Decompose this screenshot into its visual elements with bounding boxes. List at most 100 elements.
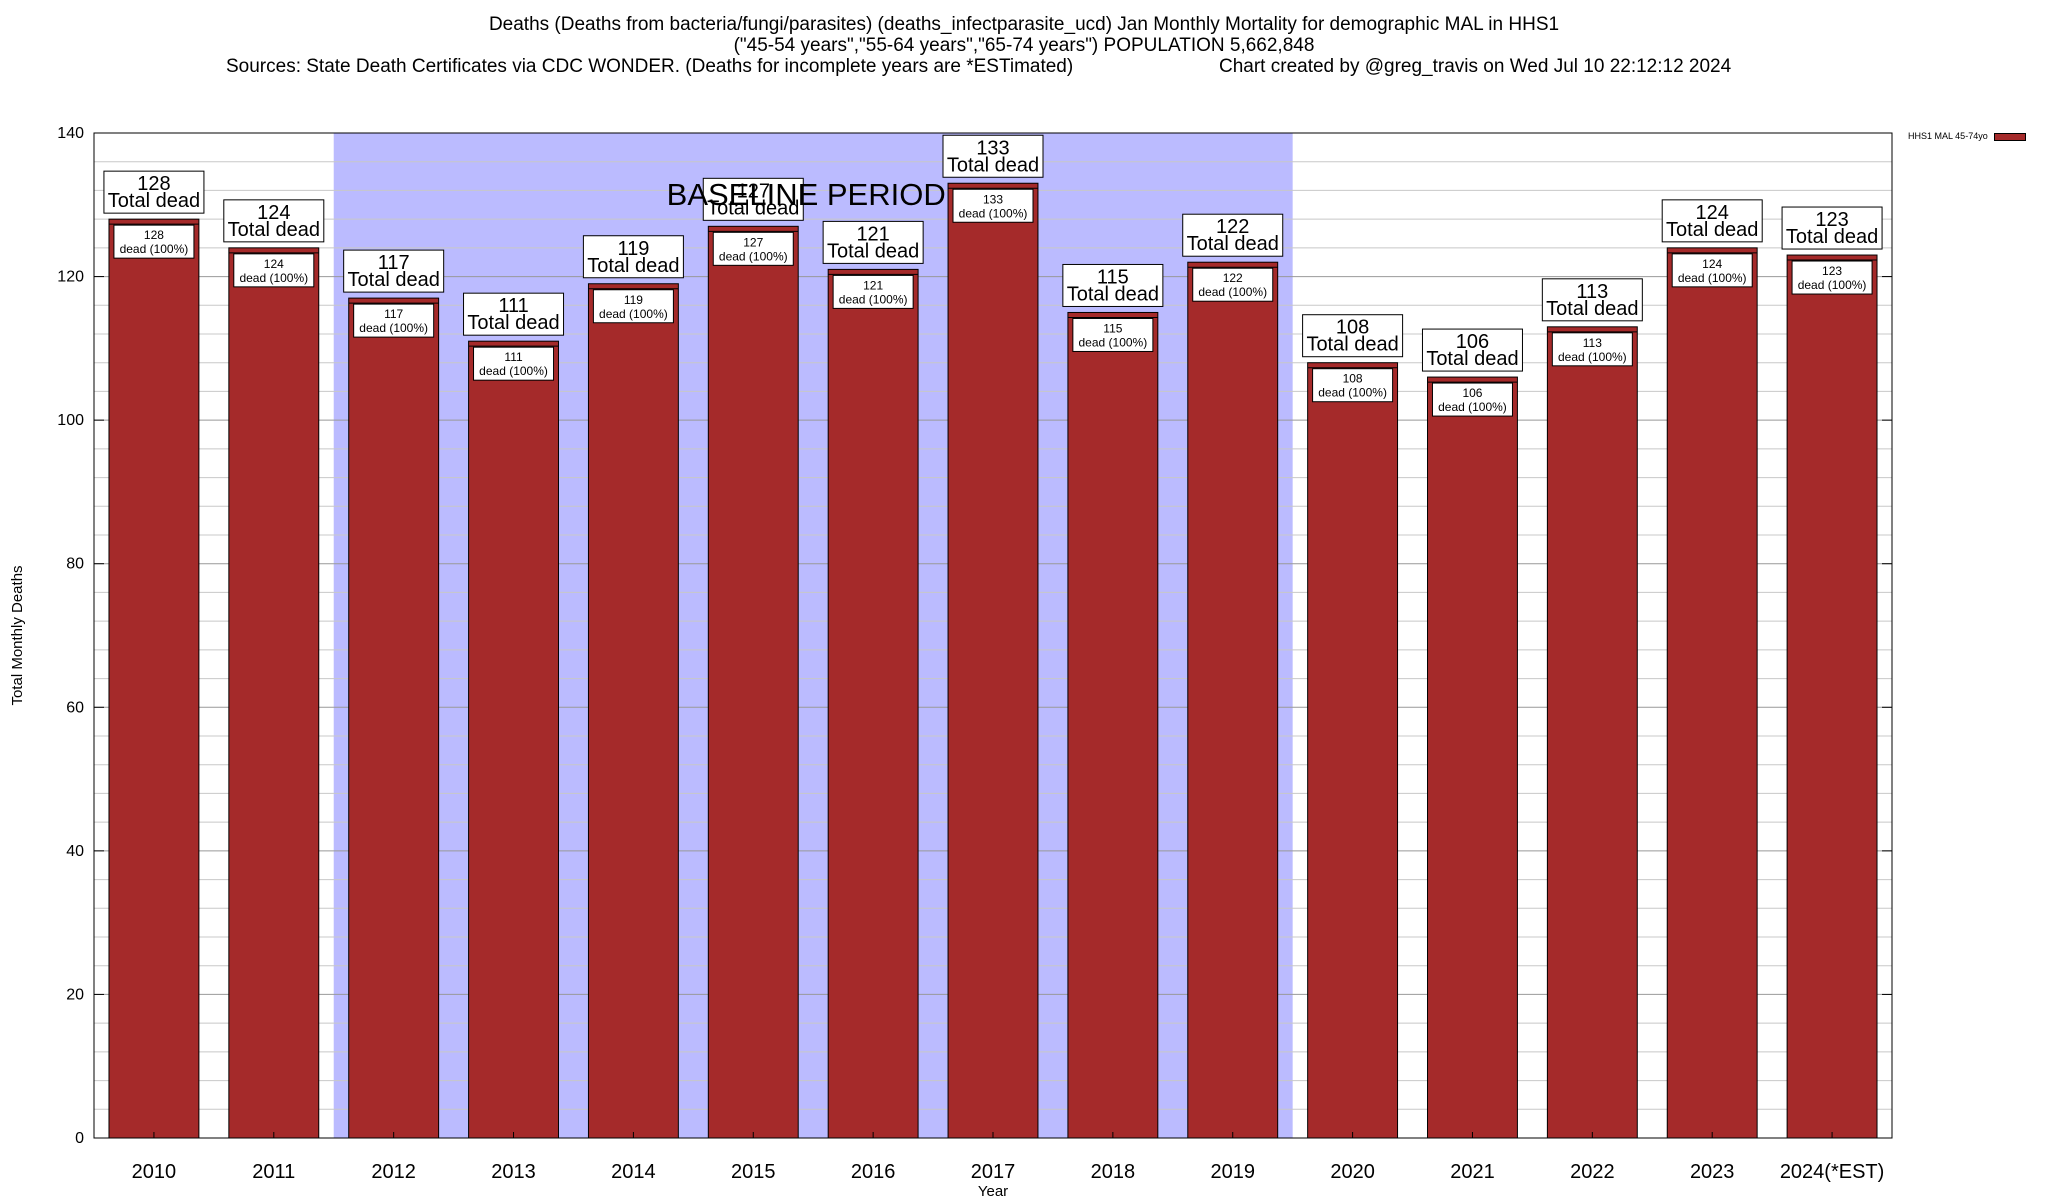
x-tick-label: 2014 bbox=[611, 1161, 656, 1183]
bar-total-text-label: Total dead bbox=[827, 240, 919, 262]
chart-source: Sources: State Death Certificates via CD… bbox=[226, 56, 1074, 77]
source-line: Sources: State Death Certificates via CD… bbox=[0, 56, 2048, 77]
bar bbox=[1307, 362, 1399, 1139]
bar-total-value-label: 133 bbox=[976, 137, 1009, 159]
bar-total-value-label: 123 bbox=[1815, 209, 1848, 231]
bar bbox=[947, 182, 1039, 1139]
bar-total-text-label: Total dead bbox=[228, 219, 320, 241]
bar-total-label-box bbox=[1541, 278, 1643, 322]
bar-total-value-label: 122 bbox=[1216, 216, 1249, 238]
bar-inner-share-label: dead (100%) bbox=[1198, 285, 1267, 299]
bar bbox=[1427, 376, 1518, 1139]
bar-inner-value-label: 108 bbox=[1343, 372, 1363, 386]
bar bbox=[707, 225, 799, 1139]
bar-total-label-box bbox=[103, 170, 205, 214]
bar-total-value-label: 121 bbox=[856, 223, 889, 245]
bar-total-value-label: 124 bbox=[257, 202, 290, 224]
bar-total-label-box bbox=[1661, 199, 1763, 243]
x-axis-title: Year bbox=[978, 1183, 1008, 1200]
bar bbox=[1666, 247, 1758, 1139]
bar-total-label-box bbox=[463, 292, 565, 336]
bar-inner-label-box bbox=[233, 253, 315, 288]
y-tick-label: 100 bbox=[57, 412, 84, 429]
bar-inner-label-box bbox=[1312, 368, 1394, 403]
x-tick-label: 2016 bbox=[851, 1161, 896, 1183]
bar-inner-share-label: dead (100%) bbox=[1438, 400, 1507, 414]
bar-inner-value-label: 123 bbox=[1822, 264, 1842, 278]
bar-total-value-label: 113 bbox=[1576, 281, 1608, 303]
x-tick-label: 2018 bbox=[1091, 1161, 1136, 1183]
bar-total-label-box bbox=[702, 177, 804, 221]
bar-total-text-label: Total dead bbox=[1546, 298, 1638, 320]
plot-frame bbox=[93, 132, 1893, 1139]
bar-total-value-label: 124 bbox=[1696, 202, 1729, 224]
bar-inner-value-label: 133 bbox=[983, 192, 1003, 206]
chart-titles: Deaths (Deaths from bacteria/fungi/paras… bbox=[0, 14, 2048, 77]
bar-inner-value-label: 127 bbox=[743, 235, 763, 249]
bar-total-value-label: 128 bbox=[137, 173, 170, 195]
bar-total-text-label: Total dead bbox=[1187, 233, 1279, 255]
x-tick-label: 2010 bbox=[132, 1161, 177, 1183]
bar-inner-value-label: 124 bbox=[264, 257, 284, 271]
legend-label: HHS1 MAL 45-74yo bbox=[1908, 131, 1988, 141]
bar-inner-share-label: dead (100%) bbox=[239, 271, 308, 285]
bar-inner-value-label: 106 bbox=[1462, 386, 1482, 400]
bar-total-text-label: Total dead bbox=[707, 197, 799, 219]
bar-total-text-label: Total dead bbox=[348, 269, 440, 291]
y-tick-label: 120 bbox=[57, 269, 84, 286]
bar-total-value-label: 115 bbox=[1097, 266, 1129, 288]
chart-credit: Chart created by @greg_travis on Wed Jul… bbox=[1219, 56, 1732, 77]
bar bbox=[468, 340, 559, 1139]
bar-inner-label-box bbox=[1072, 317, 1154, 352]
bar-inner-value-label: 113 bbox=[1583, 336, 1602, 350]
bar-inner-share-label: dead (100%) bbox=[1678, 271, 1747, 285]
bar-inner-label-box bbox=[113, 224, 195, 259]
bar bbox=[228, 247, 320, 1139]
y-tick-label: 40 bbox=[66, 843, 84, 860]
bar-total-label-box bbox=[822, 220, 924, 264]
bar-total-label-box bbox=[942, 134, 1044, 178]
bar-inner-value-label: 117 bbox=[384, 307, 403, 321]
bar-total-value-label: 127 bbox=[737, 180, 770, 202]
x-tick-label: 2021 bbox=[1450, 1161, 1495, 1183]
bar-inner-label-box bbox=[1431, 382, 1513, 417]
bar bbox=[827, 268, 919, 1139]
chart-title: Deaths (Deaths from bacteria/fungi/paras… bbox=[488, 14, 1560, 35]
bar-inner-label-box bbox=[1192, 267, 1274, 302]
bar-total-text-label: Total dead bbox=[108, 190, 200, 212]
bar-total-text-label: Total dead bbox=[1306, 334, 1398, 356]
legend: HHS1 MAL 45-74yo bbox=[1908, 131, 2026, 141]
bar-total-label-box bbox=[1421, 328, 1523, 372]
bar-inner-value-label: 119 bbox=[624, 293, 643, 307]
bar-inner-value-label: 122 bbox=[1223, 271, 1243, 285]
x-tick-label: 2012 bbox=[371, 1161, 416, 1183]
bar bbox=[1786, 254, 1878, 1139]
bar bbox=[1067, 311, 1159, 1139]
bar-inner-label-box bbox=[1791, 260, 1873, 295]
bar-inner-value-label: 128 bbox=[144, 228, 164, 242]
bar-inner-share-label: dead (100%) bbox=[839, 292, 908, 306]
bar-inner-share-label: dead (100%) bbox=[1318, 386, 1387, 400]
bar-total-text-label: Total dead bbox=[587, 255, 679, 277]
bar bbox=[1187, 261, 1279, 1139]
x-tick-label: 2020 bbox=[1330, 1161, 1375, 1183]
bar-total-text-label: Total dead bbox=[1426, 348, 1518, 370]
bar-inner-label-box bbox=[353, 303, 435, 338]
x-tick-label: 2022 bbox=[1570, 1161, 1615, 1183]
bar-total-text-label: Total dead bbox=[1666, 219, 1758, 241]
x-tick-label: 2024(*EST) bbox=[1780, 1161, 1885, 1183]
bar bbox=[108, 218, 200, 1139]
bar-inner-label-box bbox=[592, 289, 674, 324]
bar-total-label-box bbox=[1302, 314, 1404, 358]
y-tick-label: 60 bbox=[66, 699, 84, 716]
bar-total-label-box bbox=[582, 235, 684, 279]
y-tick-label: 140 bbox=[57, 125, 84, 142]
bar-total-value-label: 106 bbox=[1456, 331, 1489, 353]
y-tick-label: 0 bbox=[75, 1130, 84, 1147]
x-tick-label: 2017 bbox=[971, 1161, 1016, 1183]
x-tick-label: 2019 bbox=[1210, 1161, 1255, 1183]
baseline-period-label: BASELINE PERIOD bbox=[667, 177, 946, 212]
bar-total-label-box bbox=[223, 199, 325, 243]
x-tick-label: 2023 bbox=[1690, 1161, 1735, 1183]
